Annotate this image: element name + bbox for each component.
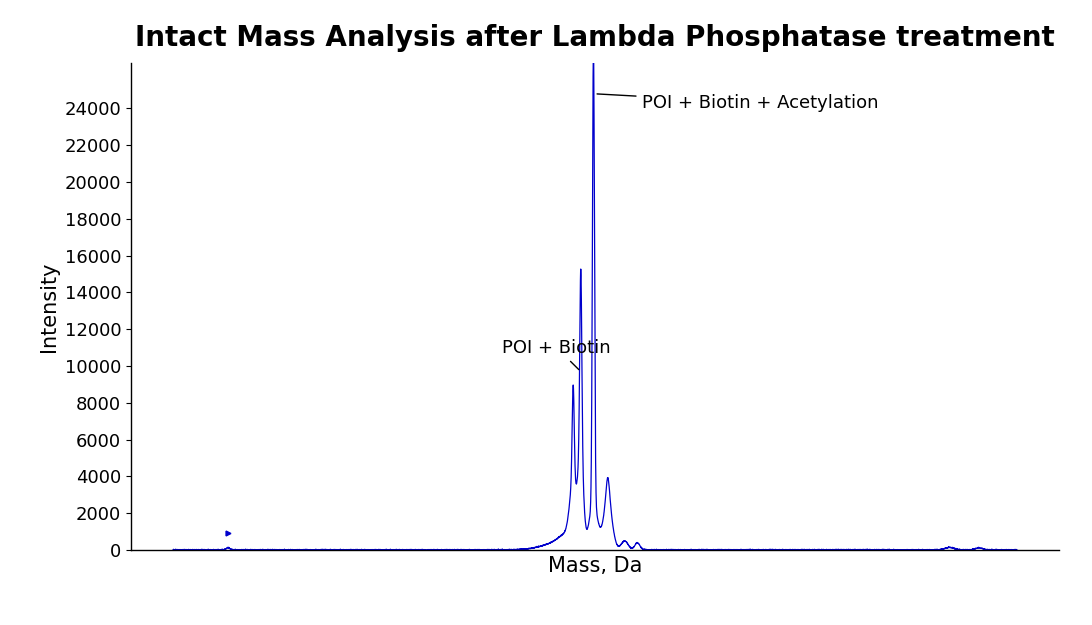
X-axis label: Mass, Da: Mass, Da bbox=[548, 556, 642, 576]
Title: Intact Mass Analysis after Lambda Phosphatase treatment: Intact Mass Analysis after Lambda Phosph… bbox=[135, 24, 1055, 52]
Text: POI + Biotin: POI + Biotin bbox=[502, 339, 610, 369]
Y-axis label: Intensity: Intensity bbox=[39, 261, 59, 351]
Text: POI + Biotin + Acetylation: POI + Biotin + Acetylation bbox=[597, 94, 878, 112]
